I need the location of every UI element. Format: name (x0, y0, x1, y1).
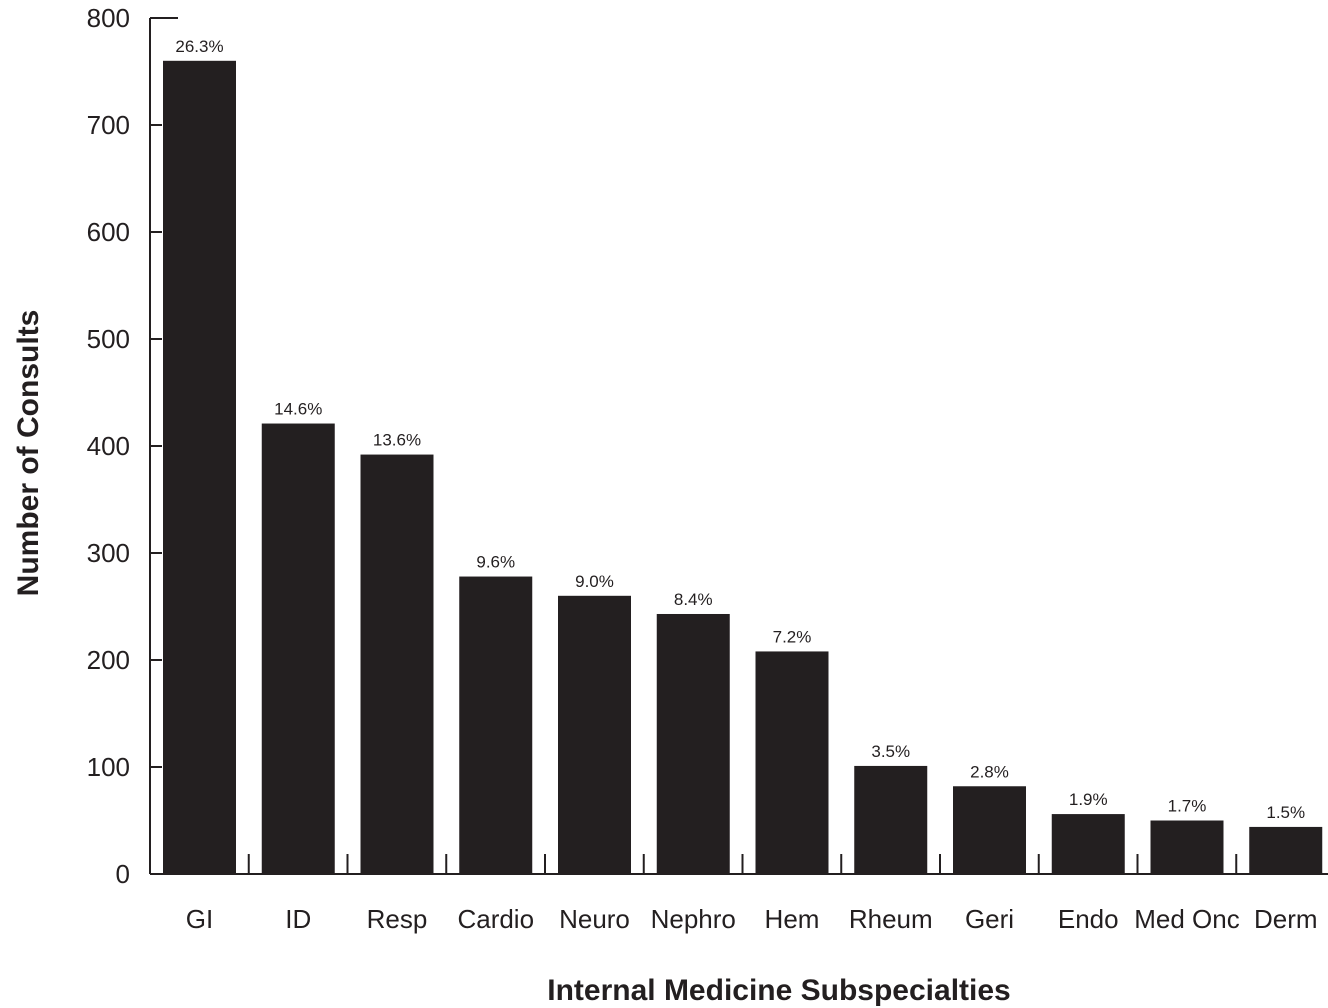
bars-group (163, 60, 1323, 875)
data-label: 13.6% (373, 431, 421, 450)
x-tick-label: GI (186, 904, 213, 934)
data-label: 8.4% (674, 590, 713, 609)
x-tick-label: Endo (1058, 904, 1119, 934)
labels-group: 26.3% GI 14.6% ID 13.6% Resp 9.6% Cardio 9.0% Neu… (87, 3, 1318, 934)
x-tick-label: Neuro (559, 904, 630, 934)
bar-endo (1051, 814, 1125, 874)
x-tick-label: Resp (367, 904, 428, 934)
y-tick-label: 600 (87, 217, 130, 247)
y-tick-label: 700 (87, 110, 130, 140)
data-label: 1.9% (1069, 790, 1108, 809)
x-tick-label: Hem (765, 904, 820, 934)
bar-cardio (459, 576, 533, 874)
data-label: 1.5% (1266, 803, 1305, 822)
data-label: 9.6% (476, 553, 515, 572)
y-tick-label: 0 (116, 859, 130, 889)
bar-med-onc (1150, 820, 1224, 874)
x-tick-label: Derm (1254, 904, 1318, 934)
y-tick-label: 300 (87, 538, 130, 568)
y-tick-label: 800 (87, 3, 130, 33)
bar-nephro (656, 613, 730, 874)
bar-derm (1249, 826, 1323, 874)
y-tick-label: 400 (87, 431, 130, 461)
y-tick-label: 500 (87, 324, 130, 354)
y-tick-label: 200 (87, 645, 130, 675)
data-label: 26.3% (175, 37, 223, 56)
bar-hem (755, 651, 829, 874)
bar-gi (163, 60, 236, 875)
bar-rheum (854, 765, 928, 874)
x-tick-label: Med Onc (1134, 904, 1240, 934)
x-tick-label: Nephro (651, 904, 736, 934)
x-tick-label: ID (285, 904, 311, 934)
y-axis-title: Number of Consults (12, 310, 45, 597)
x-tick-label: Geri (965, 904, 1014, 934)
data-label: 9.0% (575, 572, 614, 591)
y-tick-label: 100 (87, 752, 130, 782)
bar-neuro (558, 595, 631, 874)
data-label: 1.7% (1168, 797, 1207, 816)
data-label: 2.8% (970, 762, 1009, 781)
x-tick-label: Rheum (849, 904, 933, 934)
x-tick-label: Cardio (457, 904, 534, 934)
data-label: 7.2% (773, 627, 812, 646)
data-label: 3.5% (871, 742, 910, 761)
bar-resp (360, 454, 434, 874)
bar-id (261, 423, 335, 874)
axes-group (149, 17, 1328, 875)
data-label: 14.6% (274, 400, 322, 419)
x-axis-title: Internal Medicine Subspecialties (547, 974, 1010, 1007)
bar-geri (953, 786, 1026, 874)
